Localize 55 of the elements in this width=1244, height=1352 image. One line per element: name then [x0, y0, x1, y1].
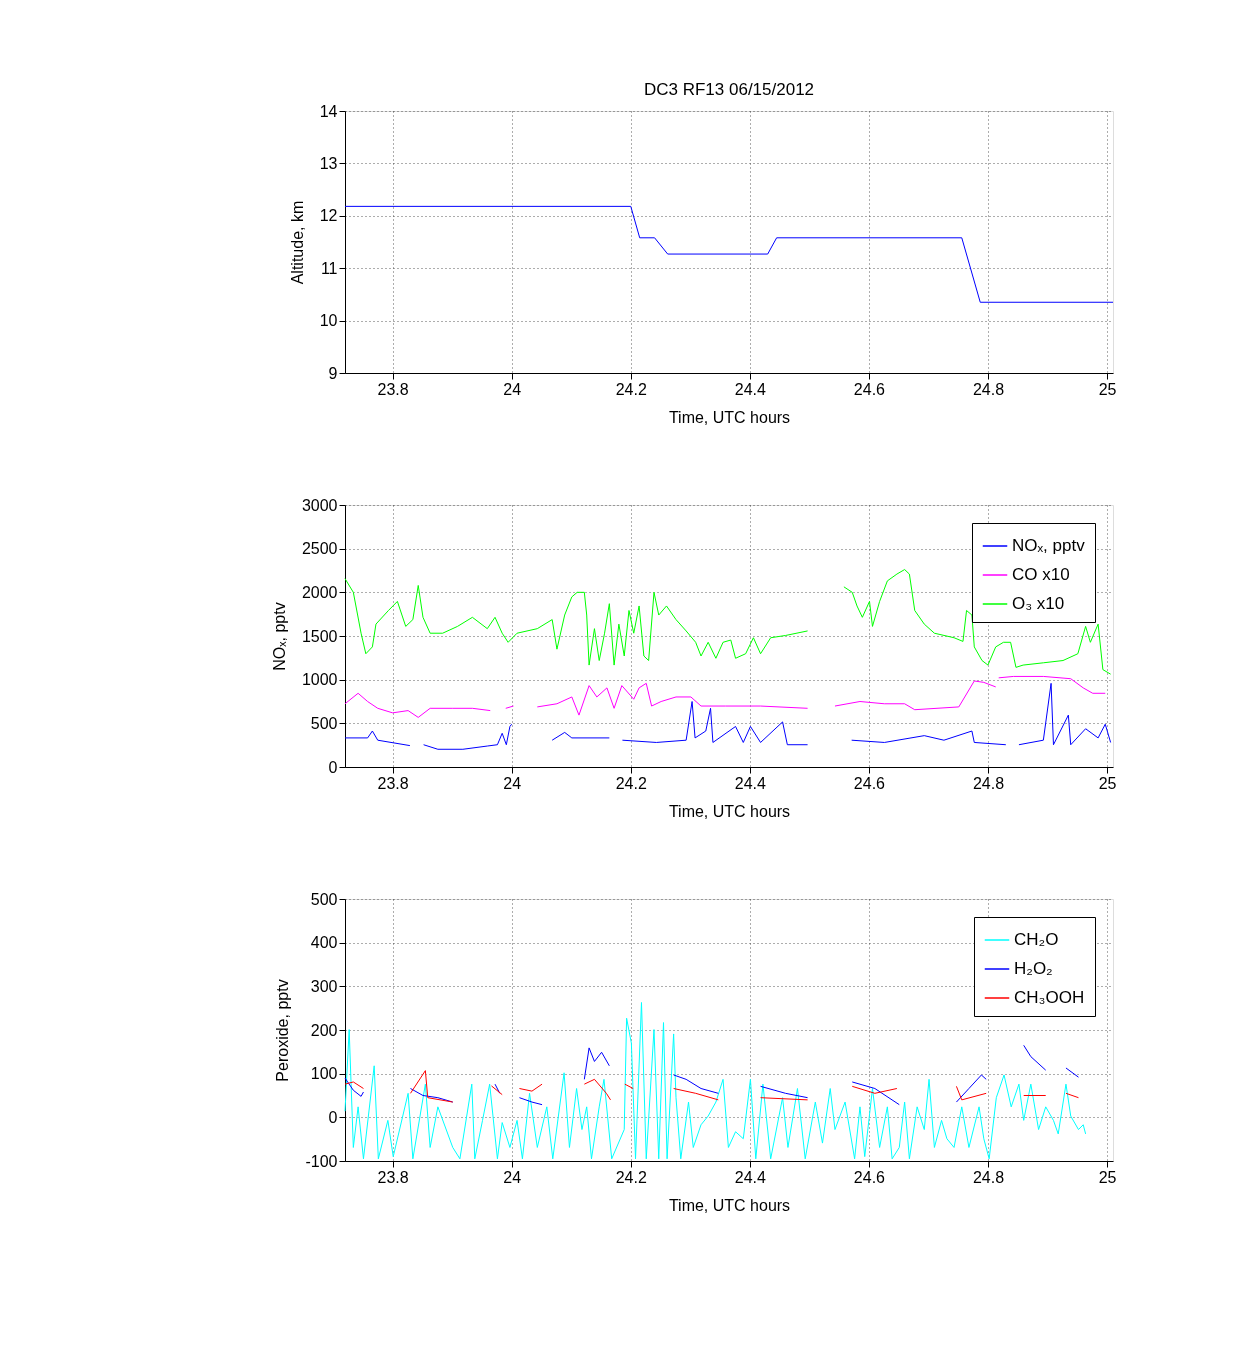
y-tick-label: 0	[328, 1108, 338, 1126]
y-tick-label: 12	[319, 207, 338, 225]
x-tick-label: 24.4	[734, 380, 767, 398]
x-axis-title: Time, UTC hours	[668, 408, 791, 426]
x-tick-label: 23.8	[377, 1168, 409, 1186]
y-tick-label: 10	[319, 312, 338, 330]
y-tick-label: 13	[319, 154, 338, 172]
legend-label: CH₃OOH	[1014, 988, 1085, 1007]
y-axis-title: Altitude, km	[288, 200, 306, 285]
y-tick-label: 300	[310, 977, 338, 995]
x-tick-label: 24.6	[853, 1168, 886, 1186]
legend-label: O₃ x10	[1012, 594, 1065, 613]
y-axis-title: Peroxide, pptv	[274, 979, 292, 1082]
legend-label: CO x10	[1012, 565, 1070, 584]
y-tick-label: 100	[310, 1065, 338, 1083]
x-axis-title: Time, UTC hours	[668, 1196, 791, 1214]
x-tick-label: 24	[503, 1168, 522, 1186]
y-tick-label: -100	[305, 1152, 338, 1170]
x-tick-label: 24.8	[972, 380, 1005, 398]
y-tick-label: 200	[310, 1021, 338, 1039]
x-tick-label: 24.6	[853, 774, 886, 792]
x-tick-label: 25	[1098, 1168, 1117, 1186]
x-tick-label: 24.4	[734, 774, 767, 792]
x-tick-label: 24.4	[734, 1168, 767, 1186]
x-tick-label: 23.8	[377, 380, 409, 398]
legend-label: H₂O₂	[1014, 959, 1053, 978]
x-tick-label: 24.2	[615, 380, 647, 398]
y-tick-label: 0	[328, 758, 338, 776]
y-axis-title: NOₓ, pptv	[270, 602, 288, 671]
x-tick-label: 24.8	[972, 774, 1005, 792]
x-tick-label: 23.8	[377, 774, 409, 792]
x-tick-label: 24	[503, 774, 522, 792]
x-tick-label: 25	[1098, 380, 1117, 398]
x-tick-label: 24.2	[615, 1168, 647, 1186]
y-tick-label: 1000	[301, 671, 338, 689]
x-tick-label: 24.2	[615, 774, 647, 792]
y-tick-label: 14	[319, 102, 338, 120]
legend-label: NOₓ, pptv	[1012, 536, 1086, 555]
line-series	[344, 205, 1114, 303]
x-tick-label: 24.8	[972, 1168, 1005, 1186]
x-tick-label: 25	[1098, 774, 1117, 792]
x-tick-label: 24.6	[853, 380, 886, 398]
y-tick-label: 2500	[301, 540, 338, 558]
chart-title: DC3 RF13 06/15/2012	[643, 80, 815, 99]
y-tick-label: 500	[310, 890, 338, 908]
y-tick-label: 2000	[301, 583, 338, 601]
x-tick-label: 24	[503, 380, 522, 398]
legend-label: CH₂O	[1014, 930, 1059, 949]
y-tick-label: 500	[310, 714, 338, 732]
y-tick-label: 400	[310, 934, 338, 952]
y-tick-label: 3000	[301, 496, 338, 514]
y-tick-label: 11	[320, 259, 338, 277]
y-tick-label: 1500	[301, 627, 338, 645]
x-axis-title: Time, UTC hours	[668, 802, 791, 820]
y-tick-label: 9	[328, 364, 338, 382]
